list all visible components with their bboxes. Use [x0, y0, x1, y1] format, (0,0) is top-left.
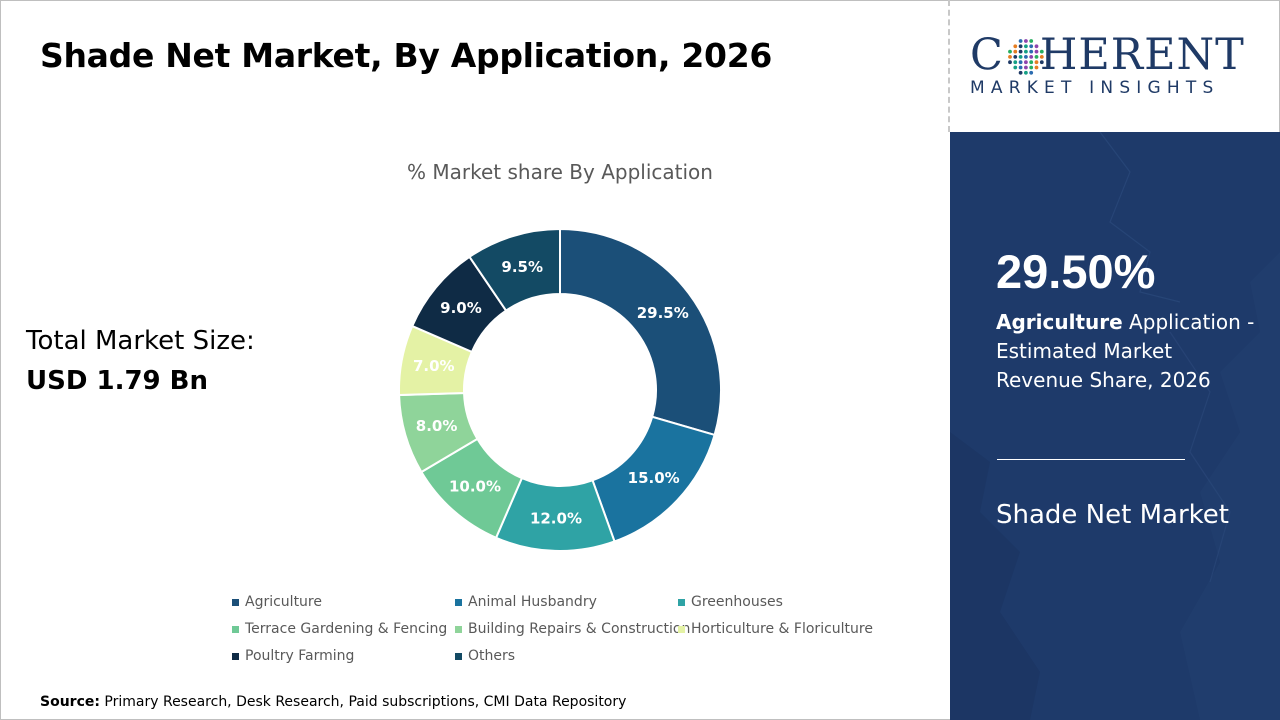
logo-globe-icon — [1008, 39, 1044, 75]
legend-label: Terrace Gardening & Fencing — [245, 621, 448, 637]
legend-item: Building Repairs & Construction — [455, 621, 690, 637]
logo-dot — [1013, 60, 1018, 65]
logo-dot — [1034, 65, 1039, 70]
highlight-panel: 29.50% Agriculture Application - Estimat… — [950, 132, 1280, 720]
page-title: Shade Net Market, By Application, 2026 — [40, 36, 773, 75]
data-label: 29.5% — [637, 304, 689, 322]
legend-swatch — [678, 625, 685, 633]
legend-label: Horticulture & Floriculture — [691, 621, 873, 637]
legend-item: Others — [455, 648, 515, 664]
logo-dot — [1018, 49, 1023, 54]
legend-label: Greenhouses — [691, 594, 783, 610]
logo-dot — [1018, 55, 1023, 59]
logo-dot — [1039, 55, 1044, 59]
logo-letters-herent: HERENT — [1039, 30, 1245, 80]
legend-item: Greenhouses — [678, 594, 783, 610]
legend-label: Agriculture — [245, 594, 322, 610]
header-divider — [948, 0, 950, 132]
logo-dot — [1013, 44, 1018, 49]
logo-dot — [1018, 60, 1023, 65]
logo-dot — [1024, 44, 1028, 49]
logo-dot — [1029, 49, 1034, 54]
logo-dot — [1024, 65, 1028, 70]
logo-dot — [1018, 65, 1023, 70]
legend-swatch — [232, 598, 239, 606]
logo-letter-c: C — [970, 30, 1004, 80]
legend-item: Poultry Farming — [232, 648, 354, 664]
legend-label: Animal Husbandry — [468, 594, 597, 610]
logo-dot — [1029, 39, 1034, 43]
legend-item: Agriculture — [232, 594, 322, 610]
kpi-value: 29.50% — [996, 245, 1156, 298]
logo-dot — [1034, 49, 1039, 54]
panel-divider — [997, 459, 1185, 460]
logo-dot — [1024, 39, 1028, 43]
legend-item: Terrace Gardening & Fencing — [232, 621, 447, 637]
logo-dot — [1039, 60, 1044, 65]
logo-subtitle: MARKET INSIGHTS — [970, 78, 1220, 98]
kpi-description: Agriculture Application - Estimated Mark… — [996, 308, 1256, 395]
logo-dot — [1008, 60, 1012, 65]
donut-slice-others — [468, 227, 561, 312]
logo-dot — [1034, 55, 1039, 59]
panel-footer: Shade Net Market — [996, 500, 1229, 530]
logo-dot — [1013, 65, 1018, 70]
legend-swatch — [455, 598, 462, 606]
panel-map-texture — [950, 132, 1280, 720]
legend-label: Others — [468, 648, 516, 664]
company-logo: C HERENT MARKET INSIGHTS — [968, 30, 1268, 105]
data-label: 15.0% — [628, 469, 680, 487]
logo-dot — [1024, 60, 1028, 65]
logo-dot — [1013, 49, 1018, 54]
legend-swatch — [678, 598, 685, 606]
data-label: 12.0% — [530, 509, 582, 527]
logo-dot — [1029, 55, 1034, 59]
donut-slice-agriculture — [559, 227, 722, 437]
legend-label: Building Repairs & Construction — [468, 621, 691, 637]
logo-dot — [1018, 39, 1023, 43]
donut-chart: 29.5% 15.0% 12.0% 10.0% 8.0% 7.0% 9.0% 9.5% — [398, 227, 722, 552]
logo-dot — [1008, 49, 1012, 54]
logo-dot — [1029, 65, 1034, 70]
logo-dot — [1018, 44, 1023, 49]
legend-label: Poultry Farming — [245, 648, 355, 664]
data-label: 10.0% — [449, 477, 501, 495]
logo-dot — [1008, 55, 1012, 59]
logo-dot — [1024, 55, 1028, 59]
logo-dot — [1029, 60, 1034, 65]
logo-wordmark: C HERENT — [970, 30, 1245, 80]
legend-swatch — [232, 652, 239, 660]
logo-dot — [1034, 44, 1039, 49]
legend-swatch — [455, 625, 462, 633]
data-label: 7.0% — [413, 357, 455, 375]
legend-swatch — [232, 625, 239, 633]
logo-dot — [1039, 49, 1044, 54]
data-label: 9.0% — [440, 299, 482, 317]
chart-title: % Market share By Application — [407, 160, 713, 184]
legend-item: Animal Husbandry — [455, 594, 597, 610]
logo-dot — [1018, 70, 1023, 75]
logo-dot — [1024, 70, 1028, 75]
legend-item: Horticulture & Floriculture — [678, 621, 873, 637]
source-note: Source: Primary Research, Desk Research,… — [40, 694, 626, 710]
logo-dot — [1013, 55, 1018, 59]
source-label: Source: — [40, 694, 100, 710]
logo-dot — [1034, 60, 1039, 65]
kpi-segment: Agriculture — [996, 310, 1123, 334]
data-label: 8.0% — [416, 417, 458, 435]
data-label: 9.5% — [501, 258, 543, 276]
logo-dot — [1029, 70, 1034, 75]
legend-swatch — [455, 652, 462, 660]
kpi-description-text: Application - Estimated Market Revenue S… — [996, 310, 1255, 392]
logo-dot — [1024, 49, 1028, 54]
source-text: Primary Research, Desk Research, Paid su… — [99, 694, 627, 710]
logo-dot — [1029, 44, 1034, 49]
market-size-value: USD 1.79 Bn — [26, 366, 208, 396]
market-size-label: Total Market Size: — [26, 326, 255, 356]
